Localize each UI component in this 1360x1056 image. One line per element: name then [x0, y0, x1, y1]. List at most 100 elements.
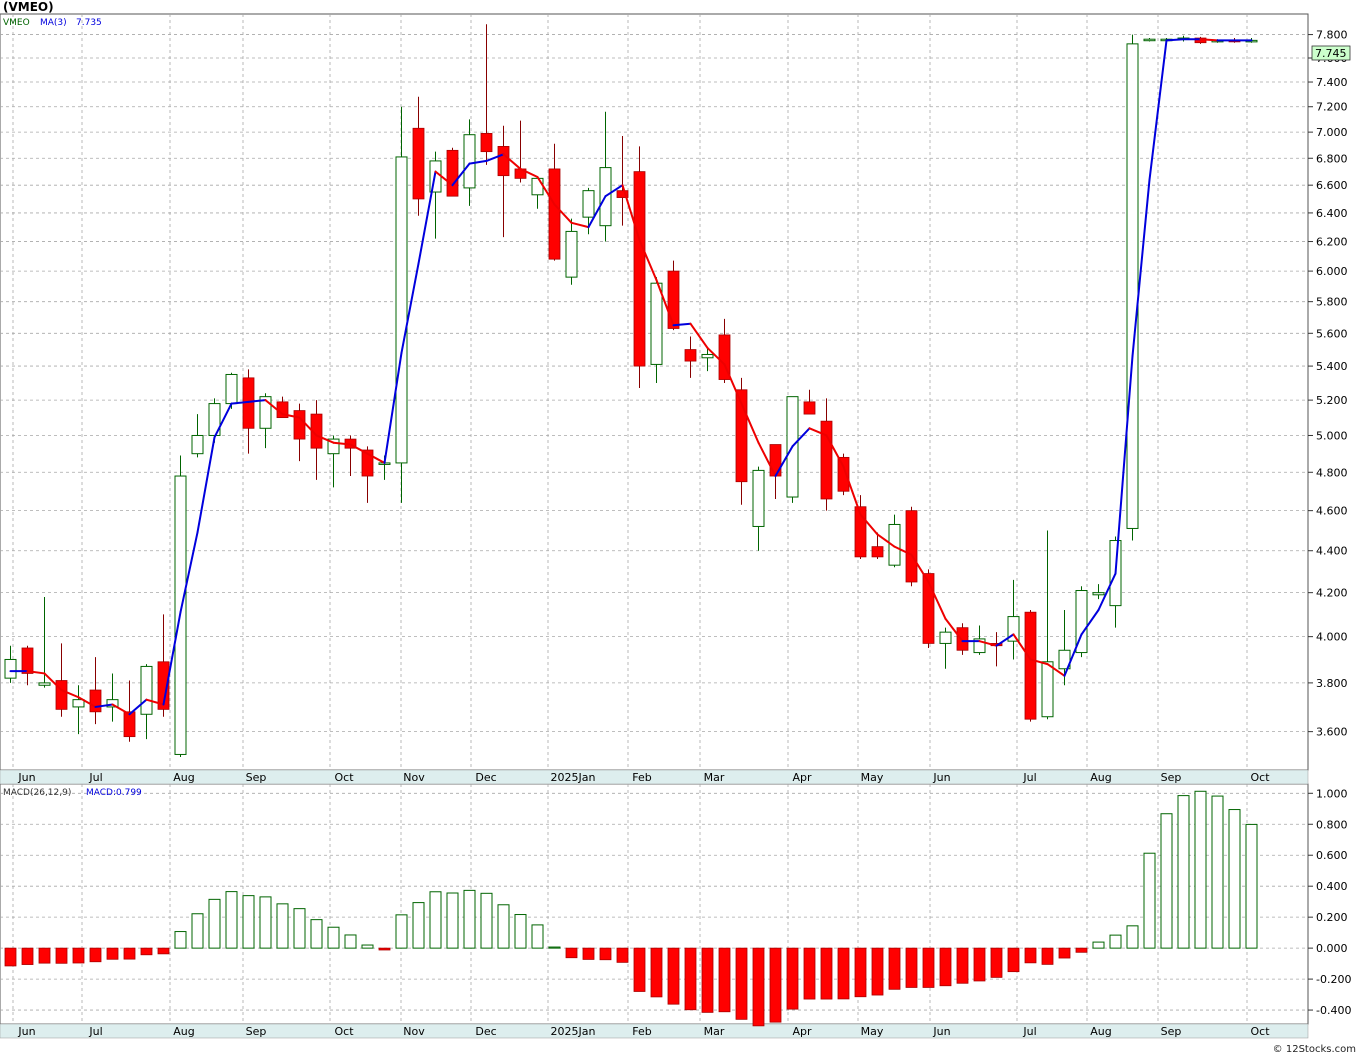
candle-body-up — [191, 434, 204, 455]
ma-line-segment — [1080, 608, 1100, 636]
macd-y-tick-label: -0.400 — [1316, 1004, 1351, 1017]
candle-body-down — [1024, 611, 1037, 720]
price-y-tick-label: 5.800 — [1316, 296, 1348, 309]
macd-bar-negative — [667, 947, 680, 1005]
macd-histogram — [4, 790, 1258, 1027]
ma-line-segment — [383, 351, 403, 464]
macd-x-tick-label: Jun — [17, 1025, 35, 1038]
price-y-tick-label: 7.800 — [1316, 29, 1348, 42]
candle — [803, 389, 816, 415]
candle — [871, 532, 884, 559]
price-y-tick-label: 4.800 — [1316, 466, 1348, 479]
candle — [735, 377, 748, 505]
macd-bar-positive — [480, 892, 493, 949]
ma-line-segment — [536, 176, 556, 206]
ma-line-segment — [1131, 178, 1151, 358]
macd-bar-positive — [412, 902, 425, 949]
macd-bar-negative — [650, 947, 663, 998]
ma-line-segment — [1148, 39, 1168, 181]
price-x-axis-bar — [0, 769, 1309, 785]
macd-bar-negative — [837, 947, 850, 1000]
ma-line-segment — [485, 153, 505, 162]
macd-x-tick-label: Sep — [246, 1025, 267, 1038]
ma-line-segment — [876, 533, 896, 548]
candle — [837, 453, 850, 496]
candle-body-up — [395, 156, 408, 464]
macd-y-tick-label: 1.000 — [1316, 787, 1348, 800]
macd-bar-positive — [1228, 809, 1241, 949]
candle — [174, 455, 187, 758]
chart-title: (VMEO) — [3, 0, 54, 14]
candle-body-up — [752, 469, 765, 527]
candle-body-down — [922, 573, 935, 644]
macd-bar-positive — [1245, 823, 1258, 949]
ma-line-segment — [587, 195, 607, 229]
macd-bar-negative — [72, 947, 85, 964]
macd-bar-positive — [293, 908, 306, 949]
candle-body-up — [531, 177, 544, 196]
ma-line-segment — [825, 434, 845, 468]
macd-bar-negative — [1075, 947, 1088, 953]
macd-bar-positive — [548, 946, 561, 949]
candle-body-down — [871, 546, 884, 558]
ma-line-segment — [944, 617, 964, 643]
macd-x-tick-label: Feb — [632, 1025, 651, 1038]
ma-line-segment — [264, 399, 284, 416]
ma-line-segment — [1199, 38, 1219, 42]
candle — [480, 24, 493, 165]
ma-line-segment — [757, 441, 777, 478]
macd-bar-positive — [327, 926, 340, 949]
candle — [1126, 34, 1139, 541]
ma-line-segment — [179, 531, 199, 614]
ma-line-segment — [400, 262, 420, 354]
candle — [191, 414, 204, 458]
macd-x-tick-label: Aug — [173, 1025, 194, 1038]
candle-body-up — [140, 665, 153, 715]
candle — [123, 680, 136, 742]
price-x-tick-label: Aug — [1090, 771, 1111, 784]
macd-bar-negative — [599, 947, 612, 961]
price-x-tick-label: Apr — [792, 771, 812, 784]
ma-line-segment — [128, 698, 148, 716]
candle-body-down — [684, 349, 697, 362]
candle-body-up — [1007, 616, 1020, 642]
candle-body-up — [225, 373, 238, 405]
ma-line-segment — [1114, 355, 1134, 575]
price-x-tick-label: Feb — [632, 771, 651, 784]
candle — [888, 514, 901, 568]
candle-body-down — [956, 627, 969, 651]
macd-bar-negative — [888, 947, 901, 990]
ma-line-segment — [298, 416, 318, 437]
ma-line-segment — [366, 452, 386, 464]
price-y-tick-label: 6.200 — [1316, 236, 1348, 249]
candle — [565, 218, 578, 285]
macd-bar-negative — [106, 947, 119, 960]
ma-line-segment — [774, 445, 794, 478]
macd-bar-positive — [395, 914, 408, 949]
price-y-tick-label: 7.000 — [1316, 126, 1348, 139]
candle — [1092, 584, 1105, 600]
price-y-tick-label: 7.200 — [1316, 101, 1348, 114]
macd-bar-negative — [157, 947, 170, 955]
candle — [1058, 609, 1071, 686]
candle — [327, 435, 340, 488]
ma-line-segment — [77, 696, 97, 708]
ma-line-segment — [162, 611, 182, 706]
macd-bar-negative — [871, 947, 884, 996]
macd-bar-negative — [140, 947, 153, 956]
candle — [752, 466, 765, 551]
macd-bar-negative — [922, 947, 935, 988]
ma-line-segment — [927, 580, 947, 620]
macd-y-axis: 1.000 0.800 0.600 0.400 0.200 0.000 -0.200 -0.4… — [1308, 787, 1351, 1017]
price-y-tick-label: 5.600 — [1316, 327, 1348, 340]
candle-body-up — [327, 438, 340, 455]
macd-x-tick-label: Nov — [403, 1025, 425, 1038]
ma-line-segment — [604, 184, 624, 198]
candle — [395, 106, 408, 503]
price-x-tick-label: Jul — [88, 771, 102, 784]
candle — [548, 143, 561, 261]
macd-x-tick-label: 2025Jan — [551, 1025, 596, 1038]
macd-bar-positive — [1177, 795, 1190, 949]
candle-body-down — [837, 456, 850, 492]
macd-bar-positive — [1143, 852, 1156, 949]
